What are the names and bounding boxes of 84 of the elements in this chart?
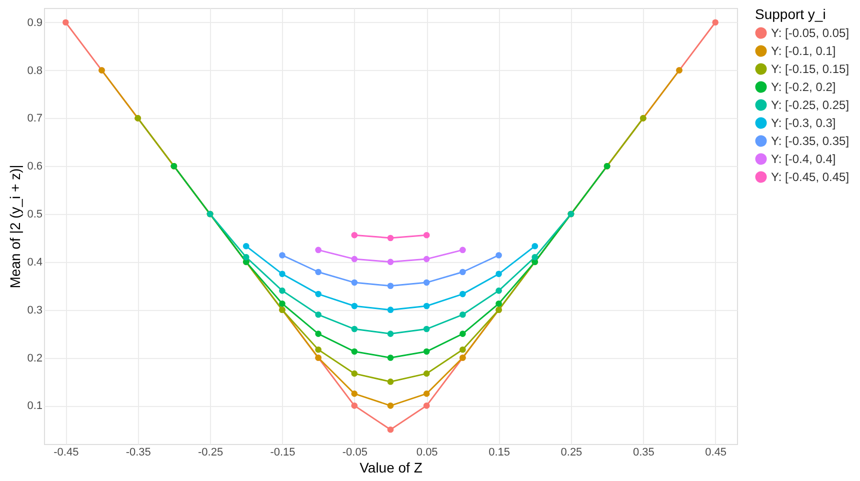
point [242, 242, 250, 250]
point [496, 300, 502, 307]
point [423, 302, 430, 310]
point [423, 279, 430, 286]
point [351, 390, 358, 397]
point [460, 346, 466, 353]
point [387, 258, 394, 266]
point [62, 19, 69, 26]
point [315, 268, 322, 276]
point [460, 330, 466, 337]
y-tick-label: 0.3 [27, 304, 42, 316]
point [460, 311, 466, 318]
x-tick-label: 0.05 [416, 446, 438, 458]
point [423, 370, 430, 377]
point [712, 19, 719, 26]
point [423, 326, 430, 332]
point [423, 256, 430, 262]
point [423, 232, 430, 238]
point [351, 326, 358, 332]
point [460, 246, 466, 254]
x-tick-label: -0.25 [198, 446, 224, 458]
y-tick-label: 0.2 [27, 352, 42, 364]
x-tick-label: -0.15 [270, 446, 296, 458]
point [351, 256, 358, 262]
point [279, 288, 286, 294]
y-tick-label: 0.9 [27, 16, 42, 29]
point [351, 370, 358, 377]
point [351, 279, 358, 286]
point [351, 302, 358, 310]
legend-label: Y: [-0.4, 0.4] [771, 152, 836, 166]
point [532, 254, 538, 260]
point [387, 354, 394, 361]
point [351, 232, 358, 238]
point [532, 242, 538, 250]
legend-label: Y: [-0.1, 0.1] [771, 44, 836, 58]
x-tick-label: 0.35 [632, 446, 654, 458]
point [496, 270, 502, 278]
point [351, 348, 358, 355]
x-tick-label: -0.05 [342, 446, 368, 458]
y-tick-label: 0.1 [27, 400, 42, 412]
legend-label: Y: [-0.15, 0.15] [771, 62, 850, 76]
point [496, 288, 502, 294]
point [423, 390, 430, 397]
x-axis-title: Value of Z [360, 460, 423, 476]
y-tick-label: 0.6 [27, 160, 42, 173]
y-tick-label: 0.8 [27, 64, 42, 77]
x-tick-label: 0.25 [560, 446, 582, 458]
legend-label: Y: [-0.35, 0.35] [771, 134, 850, 148]
point [387, 282, 394, 290]
point [315, 246, 322, 254]
x-tick-label: -0.45 [54, 446, 79, 458]
x-tick-label: -0.35 [126, 446, 151, 458]
point [387, 234, 394, 242]
point [279, 252, 286, 258]
legend-title: Support y_i [755, 6, 826, 22]
point [460, 290, 466, 298]
point [460, 268, 466, 276]
point [315, 311, 322, 318]
legend-label: Y: [-0.3, 0.3] [771, 116, 836, 130]
legend-label: Y: [-0.25, 0.25] [771, 98, 850, 112]
x-tick-label: 0.45 [705, 446, 727, 458]
point [387, 306, 394, 313]
point [387, 426, 394, 433]
legend-label: Y: [-0.2, 0.2] [771, 80, 836, 94]
x-tick-label: 0.15 [488, 446, 510, 458]
y-axis-title: Mean of |2 (y_i + z)| [7, 164, 24, 288]
point [351, 402, 358, 409]
point [315, 346, 322, 353]
point [315, 290, 322, 298]
point [423, 348, 430, 355]
point [315, 330, 322, 337]
y-tick-label: 0.5 [27, 208, 42, 221]
point [242, 254, 250, 260]
point [496, 252, 502, 258]
point [387, 402, 394, 409]
y-tick-label: 0.7 [27, 112, 42, 125]
point [387, 378, 394, 385]
point [279, 300, 286, 307]
point [387, 330, 394, 337]
legend-label: Y: [-0.05, 0.05] [771, 26, 850, 40]
legend-label: Y: [-0.45, 0.45] [771, 170, 850, 184]
y-tick-label: 0.4 [27, 256, 42, 268]
point [279, 270, 286, 278]
point [423, 402, 430, 409]
